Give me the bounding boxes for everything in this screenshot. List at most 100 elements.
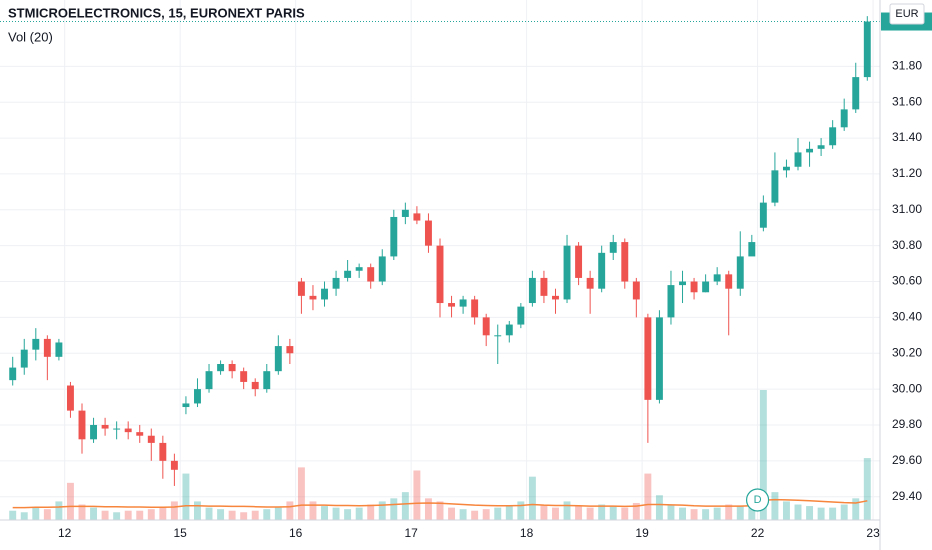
- volume-bar: [794, 504, 802, 520]
- volume-bar: [540, 504, 548, 520]
- volume-bar: [321, 506, 328, 520]
- candle-body: [274, 346, 282, 372]
- candle-body: [136, 432, 144, 436]
- volume-bar: [759, 390, 767, 520]
- candle-body: [390, 216, 398, 257]
- y-tick-label: 31.20: [892, 166, 922, 180]
- candle-body: [748, 242, 756, 257]
- candle-body: [702, 281, 710, 293]
- volume-bar: [240, 512, 248, 520]
- volume-bar: [563, 501, 571, 520]
- volume-bar: [644, 473, 652, 520]
- candle-body: [552, 295, 559, 300]
- volume-bar: [667, 504, 675, 520]
- volume-bar: [736, 506, 744, 520]
- volume-bar: [552, 507, 559, 520]
- volume-bar: [494, 507, 502, 520]
- volume-bar: [228, 510, 236, 520]
- y-tick-label: 30.60: [892, 274, 922, 288]
- candle-body: [782, 166, 790, 171]
- candle-body: [655, 317, 663, 400]
- event-marker: [745, 488, 770, 512]
- volume-bar: [286, 501, 294, 520]
- candle-body: [321, 288, 328, 300]
- candle-body: [101, 424, 109, 429]
- candle-body: [217, 364, 225, 372]
- candle-body: [413, 213, 421, 221]
- volume-bar: [586, 507, 594, 520]
- y-tick-label: 31.40: [892, 130, 922, 144]
- candle-body: [598, 252, 606, 289]
- x-tick-label: 15: [173, 526, 187, 540]
- candle-body: [609, 242, 617, 253]
- candle-body: [471, 299, 479, 318]
- currency[interactable]: EUR: [895, 8, 918, 20]
- candle-body: [575, 245, 583, 278]
- candle-body: [297, 281, 305, 296]
- candle-body: [863, 21, 871, 78]
- y-tick-label: 30.00: [892, 381, 922, 395]
- candle-body: [494, 335, 502, 337]
- volume-bar: [90, 507, 98, 520]
- candle-body: [78, 410, 86, 440]
- event-marker-label: D: [754, 494, 762, 506]
- volume-bar: [806, 506, 814, 520]
- volume-bar: [367, 504, 375, 520]
- candle-body: [194, 389, 201, 404]
- volume-bar: [55, 501, 63, 520]
- y-tick-label: 29.60: [892, 453, 922, 467]
- currency-box[interactable]: [889, 3, 925, 25]
- candle-body: [66, 385, 74, 411]
- x-tick-label: 18: [520, 526, 534, 540]
- candle-body: [424, 220, 432, 246]
- volume-bar: [655, 495, 663, 520]
- volume-bar: [413, 470, 421, 520]
- x-tick-label: 19: [635, 526, 649, 540]
- candle-body: [170, 460, 178, 470]
- volume-bar: [528, 476, 536, 520]
- candle-body: [459, 299, 467, 307]
- candle-body: [644, 317, 652, 400]
- candle-body: [263, 371, 271, 390]
- volume-bar: [182, 473, 190, 520]
- y-tick-label: 30.20: [892, 345, 922, 359]
- volume-bar: [401, 492, 409, 520]
- volume-bar: [782, 501, 790, 520]
- volume-bar: [517, 501, 525, 520]
- volume-bar: [863, 458, 871, 520]
- candle-body: [55, 342, 63, 357]
- volume-bar: [332, 507, 340, 520]
- volume-bar: [632, 502, 640, 520]
- y-tick-label: 29.80: [892, 417, 922, 431]
- candle-body: [725, 274, 733, 289]
- volume-bar: [424, 498, 432, 520]
- volume-bar: [378, 501, 386, 520]
- candle-body: [9, 367, 17, 381]
- candle-body: [829, 127, 837, 146]
- volume-bar: [459, 509, 467, 520]
- volume-bar: [217, 509, 225, 520]
- volume-bar: [136, 510, 144, 520]
- volume-bar: [297, 467, 305, 520]
- candle-body: [32, 338, 40, 350]
- y-tick-label: 30.40: [892, 310, 922, 324]
- y-tick-label: 30.80: [892, 238, 922, 252]
- candle-body: [517, 306, 525, 325]
- candle-body: [205, 371, 213, 390]
- volume-ma-line: [12, 498, 868, 509]
- candle-body: [736, 256, 744, 289]
- volume-bar: [436, 501, 444, 520]
- candle-body: [586, 277, 594, 289]
- candle-body: [679, 281, 686, 286]
- candle-body: [113, 428, 121, 430]
- candle-body: [713, 274, 721, 282]
- volume-bar: [194, 501, 201, 520]
- candle-body: [401, 209, 409, 217]
- candle-body: [344, 270, 352, 278]
- volume-bar: [621, 507, 629, 520]
- volume-bar: [274, 507, 282, 520]
- volume-bar: [170, 501, 178, 520]
- volume-bar: [748, 501, 756, 520]
- volume-bar: [309, 501, 317, 520]
